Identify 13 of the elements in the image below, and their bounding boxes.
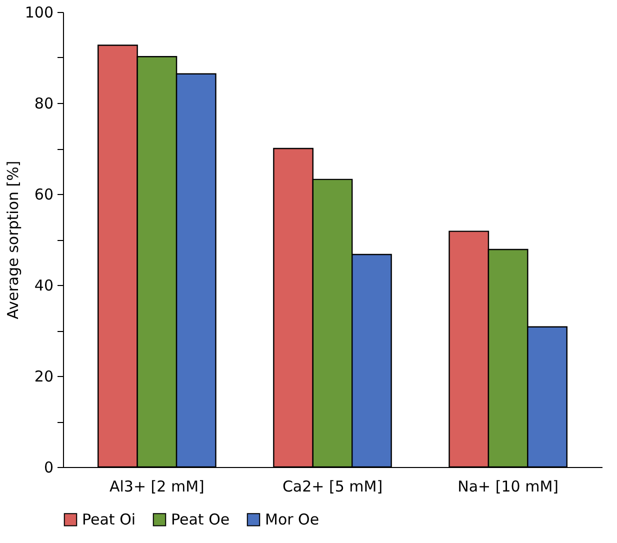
legend-label: Peat Oe [171, 510, 230, 529]
y-tick-label: 80 [34, 94, 54, 112]
legend-label: Peat Oi [82, 510, 136, 529]
y-tick-label: 0 [44, 458, 54, 476]
y-axis-title: Average sorption [%] [4, 160, 22, 320]
x-tick-label: Na+ [10 mM] [458, 478, 559, 496]
y-tick-label: 100 [24, 4, 54, 22]
y-tick-label: 20 [34, 368, 54, 386]
y-tick-label: 60 [34, 186, 54, 204]
x-tick-label: Al3+ [2 mM] [109, 478, 204, 496]
x-tick-label: Ca2+ [5 mM] [282, 478, 383, 496]
y-tick-label: 40 [34, 276, 54, 294]
legend-label: Mor Oe [265, 510, 320, 529]
